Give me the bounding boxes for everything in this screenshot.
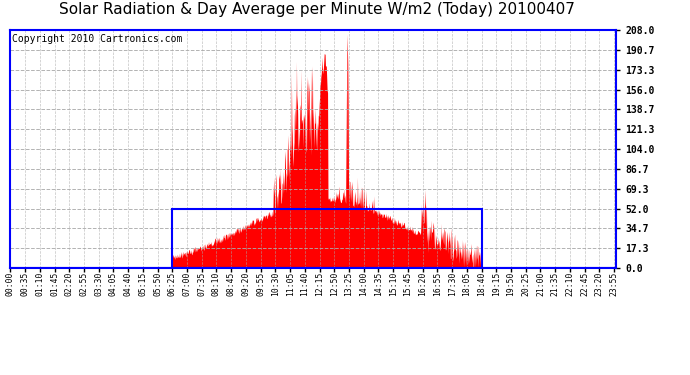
Text: 16:55: 16:55 [433,272,442,296]
Text: 22:45: 22:45 [580,272,589,296]
Text: 22:10: 22:10 [565,272,574,296]
Text: 02:55: 02:55 [79,272,88,296]
Text: 04:40: 04:40 [124,272,132,296]
Text: 20:25: 20:25 [521,272,530,296]
Text: 11:40: 11:40 [300,272,309,296]
Text: 06:25: 06:25 [168,272,177,296]
Text: 21:35: 21:35 [551,272,560,296]
Text: 19:50: 19:50 [506,272,515,296]
Text: 15:45: 15:45 [404,272,413,296]
Text: 12:15: 12:15 [315,272,324,296]
Text: 17:30: 17:30 [448,272,457,296]
Text: 07:35: 07:35 [197,272,206,296]
Text: 03:30: 03:30 [95,272,103,296]
Text: 14:35: 14:35 [374,272,383,296]
Text: 00:00: 00:00 [6,272,15,296]
Text: 23:20: 23:20 [595,272,604,296]
Text: 09:55: 09:55 [256,272,265,296]
Text: 15:10: 15:10 [388,272,397,296]
Text: 12:50: 12:50 [330,272,339,296]
Text: 08:10: 08:10 [212,272,221,296]
Text: 16:20: 16:20 [418,272,427,296]
Text: 02:20: 02:20 [65,272,74,296]
Text: 05:15: 05:15 [139,272,148,296]
Text: 19:15: 19:15 [492,272,501,296]
Text: 13:25: 13:25 [344,272,353,296]
Text: 18:05: 18:05 [462,272,471,296]
Text: 01:10: 01:10 [35,272,44,296]
Text: 11:05: 11:05 [286,272,295,296]
Text: 04:05: 04:05 [109,272,118,296]
Text: 18:40: 18:40 [477,272,486,296]
Text: 08:45: 08:45 [227,272,236,296]
Text: 09:20: 09:20 [241,272,250,296]
Text: 23:55: 23:55 [609,272,618,296]
Text: 14:00: 14:00 [359,272,368,296]
Text: Solar Radiation & Day Average per Minute W/m2 (Today) 20100407: Solar Radiation & Day Average per Minute… [59,2,575,17]
Text: 10:30: 10:30 [271,272,280,296]
Text: 01:45: 01:45 [50,272,59,296]
Text: 07:00: 07:00 [183,272,192,296]
Text: 05:50: 05:50 [153,272,162,296]
Text: Copyright 2010 Cartronics.com: Copyright 2010 Cartronics.com [12,34,182,44]
Text: 00:35: 00:35 [21,272,30,296]
Bar [172,209,482,268]
Text: 21:00: 21:00 [536,272,545,296]
